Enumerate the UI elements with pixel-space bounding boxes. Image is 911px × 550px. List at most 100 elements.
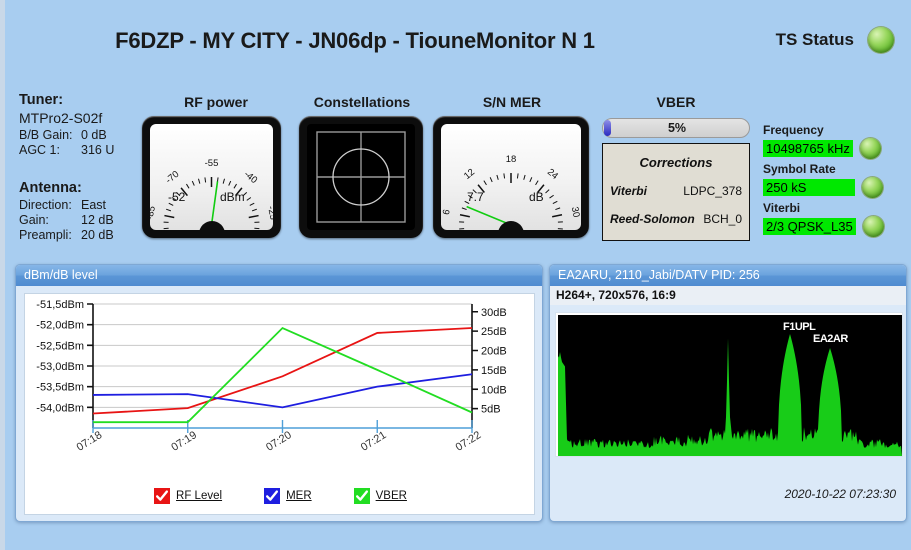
legend-checkbox-mer[interactable] [264,488,281,504]
corrections-title: Corrections [639,155,713,170]
svg-text:-51,5dBm: -51,5dBm [36,299,84,311]
antenna-gain-row: Gain: 12 dB [19,213,139,228]
tuner-agc-label: AGC 1: [19,143,60,157]
spectrum-svg [558,334,902,456]
rf-power-meter-face: -100-85-70-55-40-25-10 -52 dBm [150,124,273,230]
svg-text:07:19: 07:19 [169,429,199,454]
legend-label-mer: MER [286,490,312,502]
signal-parameters: Frequency 10498765 kHz Symbol Rate 250 k… [763,120,908,237]
antenna-preampli-value: 20 dB [81,228,114,242]
symbol-rate-row: 250 kS [763,177,908,198]
chart-area: -51,5dBm -52,0dBm -52,5dBm -53,0dBm -53,5dBm… [24,293,535,515]
antenna-direction-value: East [81,198,107,212]
rf-power-unit: dBm [220,190,245,204]
spectrum-label-ea2ar: EA2AR [813,333,848,345]
tuner-agc-row: AGC 1: 316 U [19,143,139,158]
corrections-reed-solomon-value: BCH_0 [703,212,742,226]
legend-item-rf-level[interactable]: RF Level [154,488,222,504]
rf-power-value: -52 [168,190,186,204]
video-panel: EA2ARU, 2110_Jabi/DATV PID: 256 H264+, 7… [549,264,907,522]
vber-progress-fill [604,120,612,136]
viterbi-label: Viterbi [763,201,801,215]
video-format-info: H264+, 720x576, 16:9 [550,286,906,305]
spectrum-display: F1UPL EA2AR [555,312,903,457]
antenna-title: Antenna: [19,180,82,196]
constellations-caption: Constellations [313,94,411,110]
tuner-info: Tuner: MTPro2-S02f B/B Gain: 0 dB AGC 1:… [19,92,139,158]
symbol-rate-value: 250 kS [763,179,855,196]
vber-caption: VBER [656,94,696,110]
snr-mer-caption: S/N MER [482,94,542,110]
legend-checkbox-rf-level[interactable] [154,488,171,504]
chart-legend: RF Level MER VBER [25,488,536,504]
viterbi-led-icon [862,216,884,237]
rf-power-gauge-svg: -100-85-70-55-40-25-10 [150,158,273,230]
corrections-viterbi-row: Viterbi LDPC_378 [603,184,749,198]
svg-text:-52,5dBm: -52,5dBm [36,340,84,352]
svg-text:07:18: 07:18 [75,429,105,454]
ts-status-label: TS Status [775,30,854,49]
ts-status: TS Status [776,27,894,53]
snr-mer-unit: dB [529,190,544,204]
antenna-preampli-label: Preampli: [19,228,72,242]
constellation-display [299,116,423,238]
frequency-value: 10498765 kHz [763,140,853,157]
corrections-panel: Corrections Viterbi LDPC_378 Reed-Solomo… [602,143,750,241]
svg-text:07:20: 07:20 [264,429,294,454]
svg-text:18: 18 [506,154,517,165]
spectrum-label-f1upl: F1UPL [783,321,816,333]
chart-panel-title: dBm/dB level [16,265,542,286]
app-header: F6DZP - MY CITY - JN06dp - TiouneMonitor… [5,0,911,78]
timestamp: 2020-10-22 07:23:30 [784,487,896,501]
svg-text:6: 6 [441,208,453,215]
spectrum-canvas: F1UPL EA2AR [558,315,902,456]
snr-mer-value: 7.7 [467,190,484,204]
legend-item-vber[interactable]: VBER [353,488,407,504]
svg-text:-53,5dBm: -53,5dBm [36,382,84,394]
svg-text:07:22: 07:22 [454,429,484,454]
rf-power-needle-hub [198,221,225,230]
svg-text:10dB: 10dB [481,384,507,396]
tuner-agc-value: 316 U [81,143,115,157]
legend-label-vber: VBER [375,490,407,502]
svg-text:-25: -25 [265,205,273,221]
frequency-label: Frequency [763,123,824,137]
corrections-reed-solomon-label: Reed-Solomon [610,212,695,226]
antenna-direction-row: Direction: East [19,198,139,213]
legend-checkbox-vber[interactable] [353,488,370,504]
legend-item-mer[interactable]: MER [264,488,312,504]
snr-mer-meter: 061218243036 7.7 dB [433,116,589,238]
vber-percent-label: 5% [667,121,687,135]
corrections-viterbi-value: LDPC_378 [683,184,742,198]
svg-text:-52,0dBm: -52,0dBm [36,320,84,332]
constellation-svg [316,131,406,223]
snr-mer-gauge-svg: 061218243036 [441,154,581,230]
svg-text:-55: -55 [205,158,219,169]
corrections-reed-solomon-row: Reed-Solomon BCH_0 [603,212,749,226]
rf-power-meter: -100-85-70-55-40-25-10 -52 dBm [142,116,281,238]
viterbi-value: 2/3 QPSK_L35 [763,218,856,235]
antenna-gain-value: 12 dB [81,213,114,227]
corrections-viterbi-label: Viterbi [610,184,647,198]
svg-text:-70: -70 [164,169,182,186]
svg-text:30dB: 30dB [481,307,507,319]
antenna-preampli-row: Preampli: 20 dB [19,228,139,243]
svg-text:07:21: 07:21 [359,429,389,454]
svg-text:20dB: 20dB [481,346,507,358]
snr-mer-needle-hub [498,221,524,230]
frequency-row: 10498765 kHz [763,138,908,159]
video-panel-title: EA2ARU, 2110_Jabi/DATV PID: 256 [550,265,906,286]
svg-text:30: 30 [569,206,581,219]
snr-mer-meter-face: 061218243036 7.7 dB [441,124,581,230]
svg-text:-85: -85 [150,205,158,221]
legend-label-rf-level: RF Level [176,490,223,502]
svg-text:24: 24 [545,167,560,182]
svg-text:-53,0dBm: -53,0dBm [36,361,84,373]
constellation-face [307,124,415,230]
symbol-rate-led-icon [862,177,883,198]
tuner-model: MTPro2-S02f [19,110,103,126]
chart-panel: dBm/dB level -51,5dBm -52,0dBm -52,5dBm -53… [15,264,543,522]
level-chart-svg: -51,5dBm -52,0dBm -52,5dBm -53,0dBm -53,5dBm… [36,299,507,454]
page-title: F6DZP - MY CITY - JN06dp - TiouneMonitor… [115,28,595,53]
ts-status-led-icon [868,27,894,53]
